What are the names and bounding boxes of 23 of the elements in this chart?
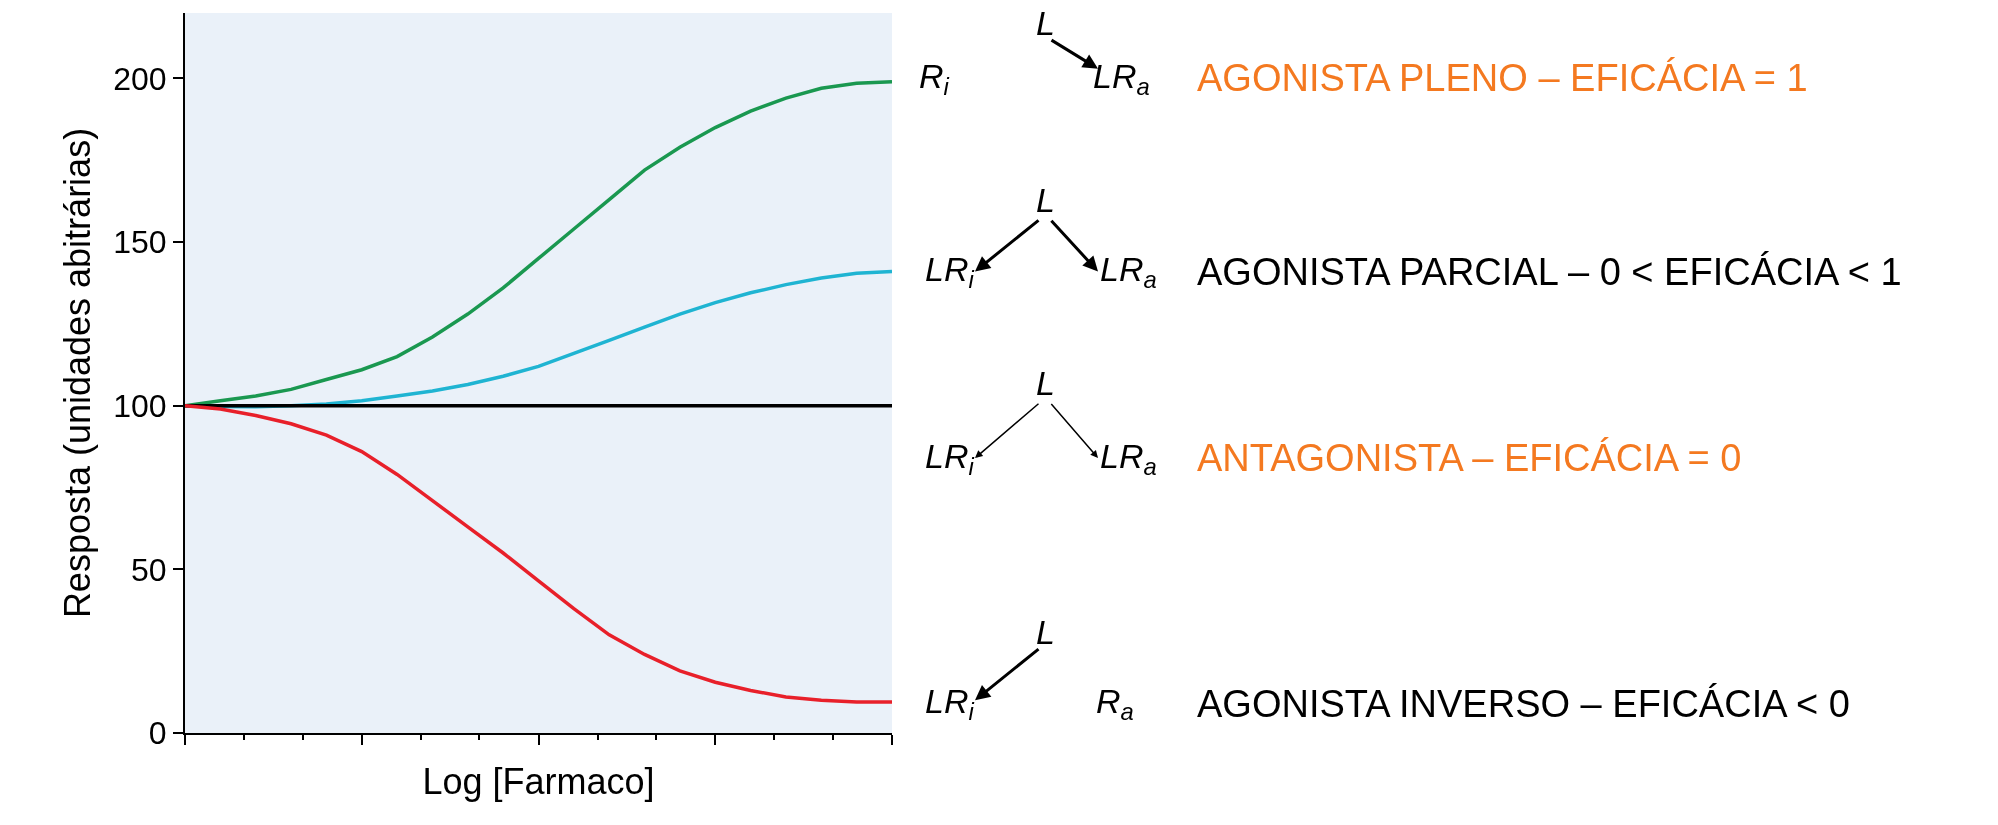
- text: LR$_{a}$: [1100, 437, 1157, 481]
- text: L: [1036, 4, 1055, 42]
- text: R$_{i}$: [919, 57, 950, 101]
- text: L: [1036, 181, 1055, 219]
- text: L: [1036, 364, 1055, 402]
- text: AGONISTA PARCIAL – 0 < EFICÁCIA < 1: [1197, 251, 1902, 293]
- text: AGONISTA INVERSO – EFICÁCIA < 0: [1197, 683, 1850, 725]
- y-axis-title: Resposta (unidades abitrárias): [56, 127, 98, 619]
- y-tick-label: 150: [113, 224, 167, 261]
- y-tick-label: 0: [148, 715, 167, 752]
- text: AGONISTA PLENO – EFICÁCIA = 1: [1197, 57, 1808, 99]
- x-axis-title: Log [Farmaco]: [422, 761, 655, 803]
- y-tick-label: 200: [113, 60, 167, 97]
- text: LR$_{a}$: [1100, 250, 1157, 294]
- text: LR$_{i}$: [925, 250, 975, 294]
- text: ANTAGONISTA – EFICÁCIA = 0: [1197, 437, 1742, 479]
- y-tick-label: 100: [113, 387, 167, 424]
- text: LR$_{i}$: [925, 682, 975, 726]
- text: L: [1036, 613, 1055, 651]
- y-tick-label: 50: [131, 551, 167, 588]
- text: R$_{a}$: [1096, 682, 1134, 726]
- text: LR$_{i}$: [925, 437, 975, 481]
- text: LR$_{a}$: [1093, 57, 1150, 101]
